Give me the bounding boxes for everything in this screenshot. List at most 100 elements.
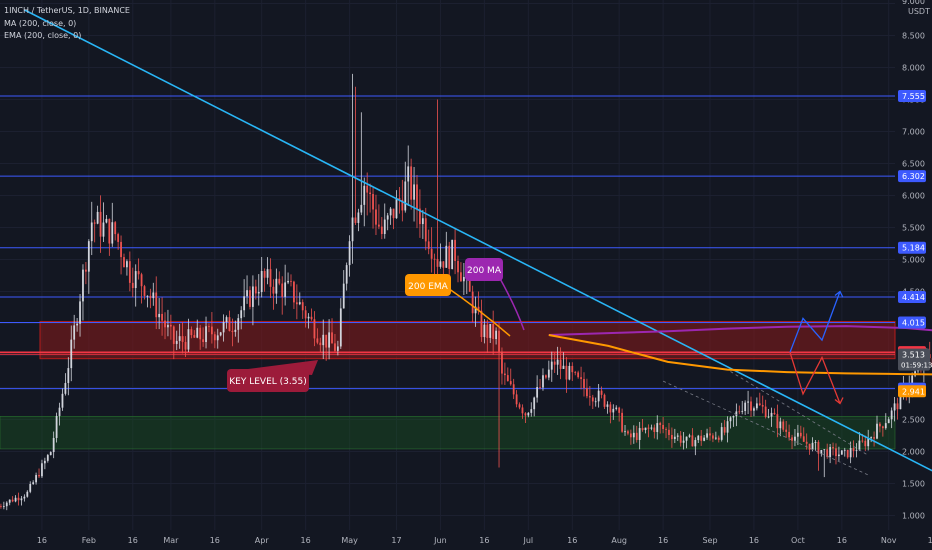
candle-body: [117, 234, 120, 242]
candle-body: [407, 166, 410, 182]
candle-body: [533, 397, 536, 410]
candle-body: [29, 483, 32, 492]
candle-body: [571, 365, 574, 373]
candle-body: [653, 427, 656, 433]
candle-body: [495, 330, 497, 340]
price-level-tag: [898, 170, 926, 183]
time-axis[interactable]: 16 Feb 16 Mar 16 Apr 16 May 17 Jun 16 Jul 16 Aug 16 Sep…: [37, 536, 932, 545]
candle-body: [249, 290, 251, 307]
candle-body: [246, 290, 248, 297]
candle-body: [796, 432, 799, 437]
candle-body: [38, 475, 40, 477]
candle-body: [665, 429, 667, 430]
candle-body: [761, 404, 764, 407]
time-tick-label: Jun: [433, 536, 447, 545]
candle-body: [231, 330, 234, 332]
candle-body: [216, 335, 219, 341]
candle-body: [568, 365, 571, 380]
candle-body: [0, 505, 2, 507]
candle-body: [647, 427, 650, 429]
candle-body: [196, 327, 199, 338]
candle-body: [826, 449, 829, 458]
ema-200-line: [548, 334, 932, 376]
price-tick-label: 5.500: [902, 224, 925, 233]
candle-body: [518, 404, 521, 408]
candle-body: [738, 411, 741, 413]
candle-body: [662, 424, 665, 430]
candle-body: [820, 450, 823, 454]
candle-body: [755, 403, 758, 409]
candle-body: [137, 271, 140, 275]
candle-body: [594, 401, 597, 403]
candle-body: [266, 269, 269, 278]
candle-body: [550, 361, 553, 370]
candle-body: [688, 435, 691, 437]
price-tick-label: 6.000: [902, 192, 925, 201]
candle-body: [46, 455, 49, 461]
candle-body: [439, 261, 442, 267]
candle-body: [210, 326, 213, 335]
candle-body: [720, 427, 723, 440]
candle-body: [744, 402, 747, 411]
candle-body: [427, 241, 430, 249]
candle-body: [419, 208, 421, 225]
candle-body: [486, 324, 489, 338]
candle-body: [310, 316, 313, 320]
candle-body: [829, 447, 832, 458]
candle-body: [2, 506, 5, 507]
candle-body: [503, 373, 506, 376]
candle-body: [855, 450, 858, 451]
price-tick-label: 5.000: [902, 256, 925, 265]
candle-body: [870, 437, 873, 439]
candle-body: [451, 239, 454, 269]
candle-body: [240, 310, 243, 319]
candle-body: [70, 339, 73, 369]
candle-body: [773, 412, 776, 415]
time-tick-label: Jul: [523, 536, 534, 545]
candle-body: [152, 292, 155, 299]
candle-body: [73, 325, 76, 340]
projection-down: [789, 352, 841, 404]
descending-trendline: [24, 9, 932, 472]
candle-body: [17, 497, 20, 501]
candlestick-series[interactable]: [0, 73, 932, 511]
candle-body: [838, 454, 840, 457]
price-tag-label: 2.941: [902, 387, 925, 396]
candle-body: [35, 475, 37, 483]
candle-body: [477, 306, 480, 311]
ma-callout-pointer: [497, 274, 525, 331]
candle-body: [293, 281, 295, 303]
candle-body: [205, 326, 207, 343]
candle-body: [190, 329, 193, 336]
candle-body: [835, 448, 837, 457]
candle-body: [416, 184, 418, 209]
time-tick-label: 16: [928, 536, 932, 545]
candle-body: [269, 269, 272, 287]
candle-body: [764, 406, 767, 417]
candle-body: [685, 436, 688, 441]
candle-body: [588, 396, 591, 398]
candle-body: [457, 260, 459, 273]
candle-body: [164, 320, 166, 328]
candle-body: [222, 321, 225, 333]
candle-body: [90, 222, 93, 242]
candle-body: [257, 292, 260, 294]
projection-arrowhead: [834, 397, 844, 405]
candle-body: [392, 208, 395, 219]
indicator-overlays: [24, 9, 932, 477]
candle-body: [178, 336, 181, 341]
candle-body: [363, 185, 366, 205]
candle-body: [32, 482, 35, 484]
candle-body: [290, 280, 292, 282]
candle-body: [911, 375, 914, 388]
candle-body: [140, 274, 143, 287]
candle-body: [430, 248, 433, 259]
candle-body: [322, 334, 325, 346]
candle-body: [656, 423, 659, 433]
candle-body: [758, 403, 761, 405]
candle-body: [111, 222, 114, 244]
candle-body: [272, 286, 275, 294]
candle-body: [243, 296, 246, 311]
candle-body: [799, 432, 802, 437]
